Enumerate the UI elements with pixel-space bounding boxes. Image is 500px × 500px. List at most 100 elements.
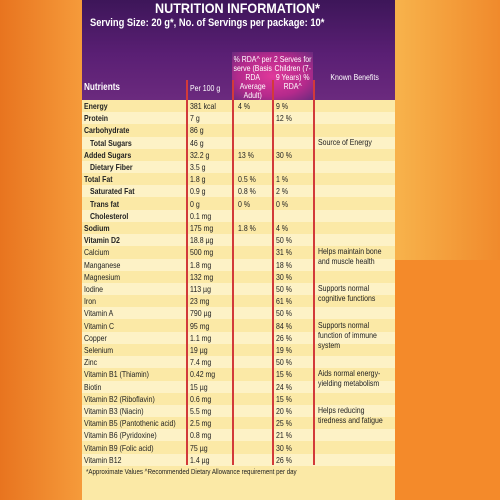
row-stripe [82,258,395,271]
cell: 3.5 g [190,162,206,172]
cell: Added Sugars [84,149,132,160]
cell: Vitamin B5 (Pantothenic acid) [84,418,176,429]
cell: 790 µg [190,308,212,319]
column-rule [186,80,188,465]
column-header: Per 100 g [190,83,221,93]
cell: Iron [84,296,97,307]
cell: 24 % [276,381,292,392]
benefit: Helps reducing tiredness and fatigue [318,405,383,425]
cell: 1 % [276,174,289,185]
cell: Trans fat [90,198,120,209]
benefit: Source of Energy [318,136,372,147]
cell: 50 % [276,284,292,294]
cell: 30 % [276,442,292,453]
cell: 30 % [276,149,292,160]
cell: 19 µg [190,345,208,355]
cell: Vitamin D2 [84,235,120,246]
cell: 61 % [276,296,292,307]
cell: Vitamin B3 (Niacin) [84,406,144,416]
cell: 0.9 g [190,186,206,197]
cell: 15 % [276,369,292,380]
cell: 32.2 g [190,149,210,160]
column-header: % RDA^ per serve (Basis RDA Average Adul… [233,54,272,100]
row-stripe [82,234,395,247]
cell: 7.4 mg [190,357,212,368]
cell: 13 % [238,149,254,160]
benefit: Helps maintain bone and muscle health [318,246,382,267]
cell: Carbohydrate [84,125,130,136]
cell: Dietary Fiber [90,162,133,172]
cell: Vitamin B2 (Riboflavin) [84,393,155,404]
column-header: Nutrients [84,82,121,93]
cell: 46 g [190,137,204,148]
column-rule [232,80,234,465]
cell: Protein [84,113,109,124]
cell: 0 g [190,198,200,209]
cell: 1.8 % [238,223,256,233]
cell: Total Sugars [90,137,132,148]
cell: Zinc [84,357,98,368]
cell: Total Fat [84,174,113,185]
cell: 50 % [276,357,292,368]
cell: Calcium [84,247,110,258]
cell: 1.8 g [190,174,206,185]
row-stripe [82,136,395,149]
cell: 5.5 mg [190,406,212,416]
cell: 19 % [276,345,292,355]
footer: *Approximate Values ^Recommended Dietary… [86,467,297,476]
cell: 113 µg [190,284,211,294]
column-rule [313,80,315,465]
cell: 84 % [276,320,292,331]
cell: Sodium [84,223,110,233]
cell: 2.5 mg [190,418,212,429]
cell: Energy [84,101,108,111]
cell: 21 % [276,430,292,441]
cell: 0.6 mg [190,393,212,404]
row-stripe [82,405,395,417]
row-stripe [82,209,395,222]
cell: Manganese [84,259,121,270]
cell: Copper [84,332,107,343]
cell: Vitamin B12 [84,454,122,465]
subtitle: Serving Size: 20 g*, No. of Servings per… [90,17,325,29]
cell: Vitamin A [84,308,114,319]
row-stripe [82,331,395,344]
cell: 50 % [276,235,292,246]
cell: 1.4 µg [190,454,210,465]
cell: 132 mg [190,271,214,282]
cell: 4 % [276,223,289,233]
row-stripe [82,283,395,295]
row-stripe [82,453,395,466]
cell: 0 % [276,198,289,209]
cell: 0.42 mg [190,369,216,380]
cell: 2 % [276,186,289,197]
column-header: Known Benefits [330,72,379,82]
cell: Magnesium [84,271,121,282]
row-stripe [82,161,395,173]
cell: 381 kcal [190,101,216,111]
cell: Vitamin C [84,320,115,331]
cell: 50 % [276,308,292,319]
cell: 500 mg [190,247,214,258]
cell: Saturated Fat [90,186,135,197]
benefit: Supports normal cognitive functions [318,283,376,303]
row-stripe [82,185,395,198]
cell: 26 % [276,332,292,343]
row-stripe [82,429,395,442]
cell: 18.8 µg [190,235,214,246]
cell: 9 % [276,101,289,111]
cell: Vitamin B1 (Thiamin) [84,369,149,380]
cell: 0.8 mg [190,430,212,441]
cell: 0.5 % [238,174,256,185]
cell: 26 % [276,454,292,465]
cell: 25 % [276,418,292,429]
row-stripe [82,380,395,393]
package-side [395,260,500,500]
cell: Selenium [84,345,114,355]
cell: Biotin [84,381,102,392]
row-stripe [82,112,395,125]
title: NUTRITION INFORMATION* [155,0,320,16]
cell: 12 % [276,113,292,124]
cell: 0.1 mg [190,210,212,221]
